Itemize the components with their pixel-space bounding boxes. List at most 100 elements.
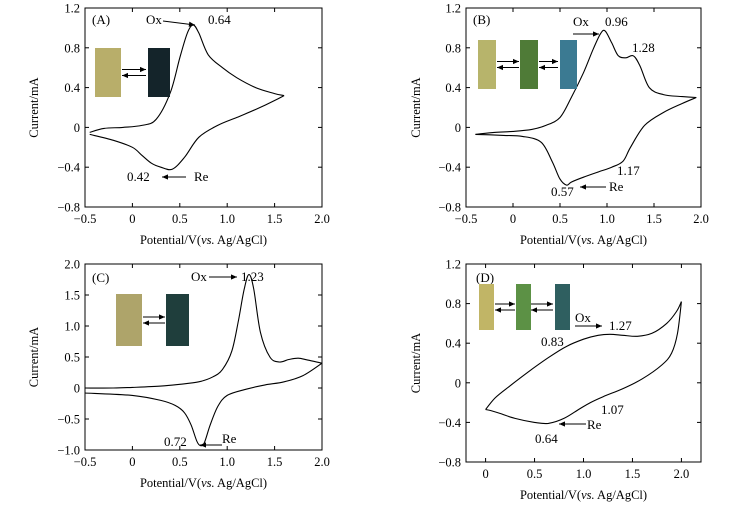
annotation-ox: Ox — [146, 12, 162, 27]
annotation-1-17: 1.17 — [617, 163, 640, 178]
x-tick-label: 0.5 — [172, 212, 188, 226]
re-arrow-head — [580, 184, 586, 190]
y-axis-label: Current/mA — [409, 77, 423, 137]
switch-arrow-back — [497, 64, 519, 71]
annotation-re: Re — [222, 431, 237, 446]
y-axis-label: Current/mA — [27, 327, 41, 387]
panel-b: −0.5 0 0.5 1.0 1.5 2.0 −0.8 −0.4 0 0.4 0.8 1.2 Poten… — [409, 2, 709, 248]
anodic-scan-curve — [89, 24, 285, 133]
x-tick-label: 1.5 — [267, 212, 283, 226]
color-inset — [116, 294, 189, 346]
x-tick-label: 1.0 — [599, 212, 615, 226]
annotation-0-96: 0.96 — [605, 14, 628, 29]
cathodic-scan-curve — [89, 95, 285, 171]
color-swatch — [520, 40, 538, 89]
x-tick-label: 0 — [129, 455, 135, 469]
y-tick-label: 1.0 — [64, 320, 80, 334]
color-swatch — [516, 284, 531, 330]
ox-arrow — [162, 20, 196, 27]
y-tick-label: −0.4 — [438, 416, 461, 430]
color-swatch — [95, 48, 121, 97]
color-inset — [95, 48, 170, 97]
panel-a: −0.5 0 0.5 1.0 1.5 2.0 −0.8 −0.4 0 0.4 0.8 1.2 Poten… — [27, 2, 330, 248]
anodic-scan-curve — [84, 273, 323, 389]
y-tick-label: 0.4 — [445, 81, 461, 95]
x-tick-label: 0 — [510, 212, 516, 226]
y-axis-label: Current/mA — [27, 77, 41, 137]
color-swatch — [116, 294, 142, 346]
ox-arrow-head — [231, 274, 237, 280]
switch-arrow-forward — [539, 58, 558, 65]
y-tick-label: 0.8 — [445, 297, 461, 311]
switch-arrow-back — [495, 307, 515, 313]
plot-frame — [465, 263, 702, 463]
x-tick-label: −0.5 — [455, 212, 478, 226]
annotation-0-64: 0.64 — [535, 431, 558, 446]
y-tick-label: 1.2 — [445, 258, 461, 272]
x-tick-label: 2.0 — [314, 455, 330, 469]
y-tick-label: −0.4 — [57, 161, 80, 175]
y-tick-label: 2.0 — [64, 258, 80, 272]
x-tick-label: 0.5 — [552, 212, 568, 226]
x-axis-label: Potential/V(vs. Ag/AgCl) — [520, 233, 647, 247]
x-tick-label: 0.5 — [172, 455, 188, 469]
annotation-0-57: 0.57 — [551, 184, 574, 199]
annotation-1-28: 1.28 — [632, 40, 655, 55]
switch-arrow-back-head — [122, 72, 128, 79]
re-arrow-head — [200, 442, 206, 448]
y-tick-label: 0 — [74, 121, 80, 135]
annotation-1-27: 1.27 — [609, 318, 632, 333]
annotation-1-07: 1.07 — [601, 402, 624, 417]
switch-arrow-forward — [495, 301, 515, 307]
y-tick-label: 1.2 — [445, 2, 461, 16]
color-inset — [478, 40, 577, 89]
switch-arrow-forward — [122, 66, 146, 73]
re-arrow — [559, 421, 586, 427]
annotation-re: Re — [587, 417, 602, 432]
x-axis-label: Potential/V(vs. Ag/AgCl) — [520, 488, 647, 502]
y-tick-label: 0 — [455, 376, 461, 390]
ox-arrow-head — [593, 31, 599, 37]
ox-arrow — [575, 323, 602, 329]
y-tick-label: 0.8 — [445, 41, 461, 55]
switch-arrow-forward-head — [159, 314, 165, 320]
x-tick-label: 0.5 — [527, 467, 543, 481]
y-tick-label: 0.4 — [64, 81, 80, 95]
plot-frame — [84, 7, 323, 208]
x-tick-label: 1.5 — [646, 212, 662, 226]
ox-arrow — [209, 274, 237, 280]
re-arrow-head — [162, 174, 168, 180]
color-swatch — [148, 48, 170, 97]
switch-arrow-back — [539, 64, 558, 71]
panel-label: (B) — [473, 12, 490, 27]
cathodic-scan-curve — [84, 362, 323, 447]
y-tick-label: −1.0 — [57, 444, 80, 458]
re-arrow — [162, 174, 186, 180]
switch-arrow-back — [531, 307, 553, 313]
re-arrow-head — [559, 421, 565, 427]
color-swatch — [479, 284, 494, 330]
switch-arrow-back-head — [497, 64, 503, 71]
switch-arrow-forward-head — [140, 66, 146, 73]
cathodic-scan-curve — [475, 96, 697, 186]
panel-c: −0.5 0 0.5 1.0 1.5 2.0−1.0−0.500.51.01.52.0Po… — [27, 258, 330, 491]
switch-arrow-forward-head — [513, 58, 519, 65]
ox-arrow-head — [596, 323, 602, 329]
y-tick-label: 0 — [74, 382, 80, 396]
y-tick-label: 1.2 — [64, 2, 80, 16]
x-tick-label: 1.5 — [625, 467, 641, 481]
y-tick-label: 0.5 — [64, 351, 80, 365]
y-tick-label: −0.8 — [438, 456, 461, 470]
re-arrow — [200, 442, 222, 448]
color-swatch — [478, 40, 496, 89]
x-tick-label: 1.0 — [219, 212, 235, 226]
annotation-ox: Ox — [575, 310, 591, 325]
x-axis-label: Potential/V(vs. Ag/AgCl) — [140, 233, 267, 247]
annotation-re: Re — [194, 169, 209, 184]
ox-arrow-head — [188, 21, 195, 27]
switch-arrow-forward — [531, 301, 553, 307]
annotation-ox: Ox — [573, 14, 589, 29]
switch-arrow-back — [122, 72, 146, 79]
switch-arrow-back-head — [539, 64, 545, 71]
x-tick-label: 2.0 — [314, 212, 330, 226]
